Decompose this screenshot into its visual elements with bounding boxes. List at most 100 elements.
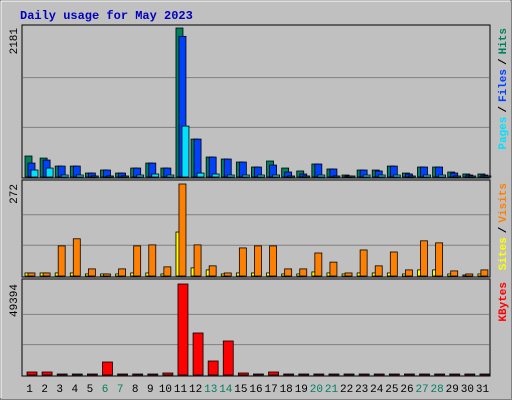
x-tick-label: 13 xyxy=(204,384,217,396)
bar xyxy=(374,265,383,277)
bar xyxy=(298,373,310,376)
bar xyxy=(208,265,217,277)
bar xyxy=(132,373,144,376)
bar xyxy=(389,251,398,277)
bar xyxy=(362,174,371,178)
bar xyxy=(434,373,446,376)
bar xyxy=(438,174,447,178)
bar xyxy=(238,247,247,277)
legend-entry: Sites xyxy=(498,237,510,270)
x-tick-label: 31 xyxy=(476,384,490,396)
legend: KBytes xyxy=(498,282,510,322)
x-tick-label: 6 xyxy=(102,384,109,396)
bar xyxy=(193,244,202,277)
bar xyxy=(237,372,249,376)
x-tick-label: 30 xyxy=(461,384,474,396)
bar xyxy=(136,174,145,178)
bar xyxy=(423,174,431,178)
legend-entry: KBytes xyxy=(498,282,510,322)
x-tick-label: 7 xyxy=(117,384,124,396)
bar xyxy=(75,174,84,178)
bar xyxy=(151,173,160,178)
bar xyxy=(313,373,325,376)
bar xyxy=(223,158,232,178)
bar xyxy=(449,373,461,376)
y-tick-label: 49394 xyxy=(9,284,21,317)
x-tick-label: 3 xyxy=(56,384,63,396)
legend-separator: / xyxy=(498,58,510,65)
bar xyxy=(388,373,400,376)
bar xyxy=(72,238,81,277)
x-tick-label: 28 xyxy=(431,384,444,396)
bar xyxy=(121,175,129,178)
x-tick-label: 18 xyxy=(280,384,293,396)
bar xyxy=(272,174,280,178)
x-tick-label: 9 xyxy=(147,384,154,396)
bar xyxy=(196,172,205,178)
bar xyxy=(377,174,386,178)
bar xyxy=(483,175,492,178)
x-tick-label: 4 xyxy=(72,384,79,396)
bar xyxy=(57,245,66,277)
bar xyxy=(71,373,83,376)
x-tick-label: 23 xyxy=(355,384,368,396)
legend-entry: Visits xyxy=(498,183,510,223)
x-tick-label: 12 xyxy=(189,384,202,396)
bar xyxy=(118,268,126,277)
x-tick-label: 14 xyxy=(219,384,233,396)
bar xyxy=(468,175,477,178)
bar xyxy=(287,175,296,178)
bar xyxy=(103,273,111,277)
bar xyxy=(181,125,190,178)
bar xyxy=(42,272,51,277)
bar xyxy=(41,371,53,376)
x-tick-label: 29 xyxy=(446,384,459,396)
x-tick-label: 22 xyxy=(340,384,353,396)
bar xyxy=(90,175,99,178)
bar xyxy=(317,174,326,178)
bar xyxy=(147,373,159,376)
x-tick-label: 20 xyxy=(310,384,323,396)
bar xyxy=(45,167,54,178)
bar xyxy=(166,174,175,178)
x-tick-label: 26 xyxy=(400,384,413,396)
legend-separator: / xyxy=(498,226,510,233)
x-tick-label: 15 xyxy=(234,384,247,396)
bar xyxy=(268,371,279,376)
x-tick-label: 24 xyxy=(370,384,384,396)
bar xyxy=(419,373,430,376)
legend-entry: Pages xyxy=(498,117,510,150)
bar xyxy=(207,360,219,376)
bar xyxy=(465,273,474,277)
legend-entry: Files xyxy=(498,69,510,102)
bar xyxy=(223,272,232,277)
x-tick-label: 16 xyxy=(249,384,262,396)
bar xyxy=(133,245,142,277)
panel xyxy=(21,24,491,179)
bar xyxy=(163,266,172,277)
bar xyxy=(314,252,323,277)
bar xyxy=(222,340,234,376)
bar xyxy=(178,183,187,277)
bar xyxy=(404,373,415,376)
bar xyxy=(405,269,413,277)
x-tick-label: 17 xyxy=(264,384,277,396)
legend-separator: / xyxy=(498,106,510,113)
bar xyxy=(241,174,250,178)
bar xyxy=(343,373,355,376)
bar xyxy=(284,268,293,277)
chart-title: Daily usage for May 2023 xyxy=(20,9,193,23)
x-tick-label: 5 xyxy=(87,384,94,396)
bar xyxy=(453,175,462,178)
legend: Sites / Visits xyxy=(498,183,510,270)
y-tick-label: 2181 xyxy=(9,28,21,55)
bar xyxy=(192,332,204,376)
x-tick-label: 19 xyxy=(295,384,308,396)
bar xyxy=(26,371,38,376)
bar xyxy=(56,373,68,376)
bar xyxy=(359,249,368,277)
bar xyxy=(253,373,264,376)
bar xyxy=(27,272,36,277)
